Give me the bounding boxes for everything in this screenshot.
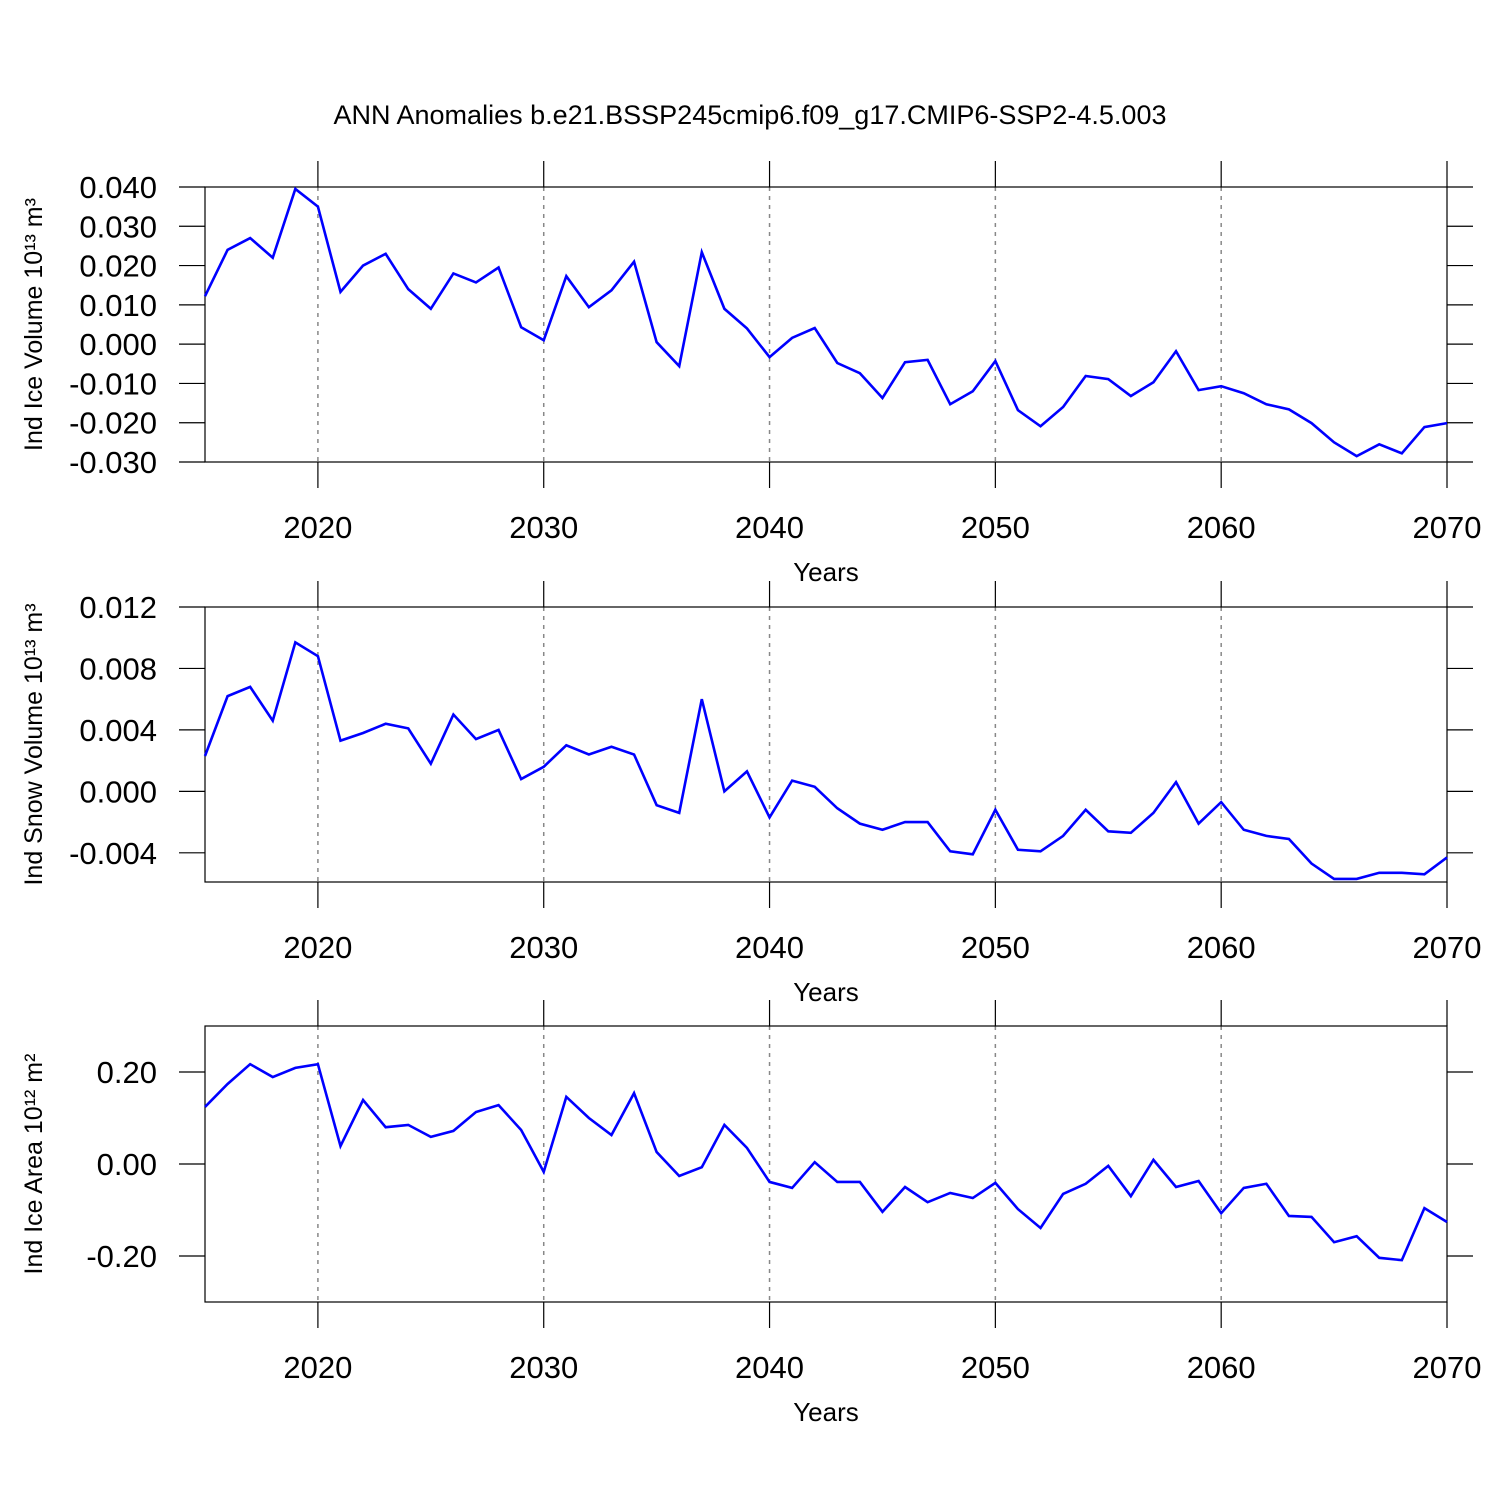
- x-tick-label: 2050: [961, 510, 1030, 545]
- y-tick-label: -0.020: [69, 406, 157, 441]
- data-line: [203, 186, 1448, 458]
- x-tick-label: 2020: [283, 930, 352, 965]
- y-axis-title: Ind Snow Volume 10¹³ m³: [20, 603, 48, 885]
- x-tick-label: 2060: [1187, 1350, 1256, 1385]
- x-tick-label: 2060: [1187, 930, 1256, 965]
- y-axis-title: Ind Ice Area 10¹² m²: [20, 1054, 48, 1275]
- figure-title: ANN Anomalies b.e21.BSSP245cmip6.f09_g17…: [334, 100, 1167, 130]
- y-tick-label: 0.030: [79, 209, 157, 244]
- y-tick-label: 0.012: [79, 590, 157, 625]
- x-axis-title: Years: [793, 557, 859, 587]
- x-tick-label: 2020: [283, 1350, 352, 1385]
- y-tick-label: 0.004: [79, 713, 157, 748]
- y-tick-label: 0.000: [79, 327, 157, 362]
- plot-frame: [204, 186, 1448, 463]
- data-line: [204, 1062, 1448, 1262]
- plot-frame: [204, 606, 1448, 883]
- x-tick-label: 2050: [961, 1350, 1030, 1385]
- y-tick-label: 0.010: [79, 288, 157, 323]
- y-tick-label: -0.030: [69, 445, 157, 480]
- y-tick-label: 0.020: [79, 249, 157, 284]
- y-tick-label: -0.010: [69, 366, 157, 401]
- x-tick-label: 2020: [283, 510, 352, 545]
- x-tick-label: 2070: [1413, 1350, 1482, 1385]
- x-tick-label: 2040: [735, 510, 804, 545]
- y-tick-label: -0.20: [86, 1239, 157, 1274]
- x-tick-label: 2040: [735, 930, 804, 965]
- x-tick-label: 2050: [961, 930, 1030, 965]
- y-axis-title: Ind Ice Volume 10¹³ m³: [20, 198, 48, 451]
- x-axis-title: Years: [793, 1397, 859, 1427]
- x-tick-label: 2030: [509, 1350, 578, 1385]
- data-line: [203, 640, 1448, 881]
- x-tick-label: 2070: [1413, 510, 1482, 545]
- x-tick-label: 2070: [1413, 930, 1482, 965]
- y-tick-label: 0.000: [79, 774, 157, 809]
- x-tick-label: 2040: [735, 1350, 804, 1385]
- y-tick-label: -0.004: [69, 836, 157, 871]
- y-tick-label: 0.20: [97, 1055, 157, 1090]
- y-tick-label: 0.008: [79, 651, 157, 686]
- x-tick-label: 2030: [509, 510, 578, 545]
- x-tick-label: 2060: [1187, 510, 1256, 545]
- x-tick-label: 2030: [509, 930, 578, 965]
- y-tick-label: 0.040: [79, 170, 157, 205]
- y-tick-label: 0.00: [97, 1147, 157, 1182]
- x-axis-title: Years: [793, 977, 859, 1007]
- plot-frame: [204, 1025, 1448, 1303]
